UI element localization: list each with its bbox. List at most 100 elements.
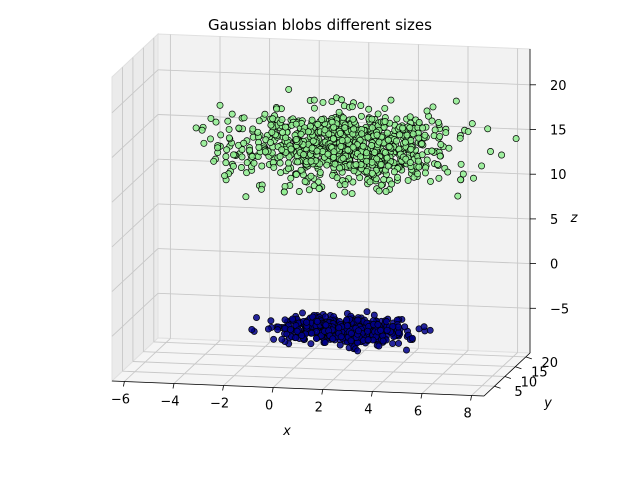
x-tick-mark (271, 387, 274, 393)
data-point (457, 176, 465, 184)
data-point (381, 118, 389, 125)
data-point (267, 121, 275, 129)
data-point (339, 114, 347, 122)
data-point (315, 184, 323, 192)
data-point (255, 117, 263, 125)
y-tick-mark (494, 385, 501, 389)
data-point (404, 176, 412, 184)
data-point (375, 342, 383, 350)
data-point (498, 151, 506, 159)
y-tick-label: 10 (521, 376, 538, 391)
data-point (468, 120, 476, 128)
data-point (406, 124, 414, 132)
data-point (323, 161, 331, 169)
data-point (192, 124, 200, 132)
data-point (375, 187, 383, 195)
data-point (363, 157, 371, 165)
data-point (276, 153, 284, 160)
data-point (368, 142, 376, 149)
data-point (333, 174, 341, 182)
data-point (373, 155, 381, 163)
y-axis-label: y (543, 396, 552, 411)
data-point (228, 110, 236, 118)
data-point (297, 130, 305, 138)
y-tick-mark (515, 366, 522, 370)
data-point (337, 142, 345, 150)
data-point (298, 332, 306, 339)
x-tick-label: −2 (210, 397, 229, 412)
data-point (292, 171, 300, 178)
grid-line-z (111, 203, 159, 248)
data-point (388, 180, 396, 188)
data-point (230, 151, 237, 159)
data-point (350, 125, 358, 133)
data-point (287, 174, 295, 182)
data-point (464, 128, 472, 136)
series-1 (192, 85, 520, 201)
data-point (348, 103, 356, 111)
data-point (198, 126, 206, 134)
data-point (341, 181, 349, 188)
data-point (402, 155, 410, 163)
data-point (359, 142, 367, 150)
data-point (406, 159, 414, 166)
data-point (335, 108, 343, 116)
data-point (418, 151, 426, 159)
data-point (383, 129, 391, 137)
grid-line-y (143, 351, 516, 368)
data-point (409, 130, 417, 138)
data-point (339, 154, 347, 162)
x-tick-mark (470, 395, 472, 401)
x-tick-mark (123, 381, 125, 387)
data-point (224, 117, 232, 125)
data-point (313, 147, 321, 155)
data-point (287, 326, 294, 334)
data-point (357, 102, 365, 109)
data-point (254, 128, 262, 136)
data-point (385, 143, 393, 151)
grid-line-z (111, 248, 159, 292)
data-point (222, 159, 230, 167)
data-point (292, 136, 300, 143)
data-point (344, 146, 352, 154)
data-point (374, 110, 382, 118)
data-point (415, 119, 423, 126)
data-point (382, 188, 390, 195)
data-point (300, 151, 308, 159)
x-tick-mark (420, 393, 423, 399)
data-point (420, 323, 428, 331)
y-tick-label: 5 (514, 385, 522, 400)
data-point (380, 176, 388, 184)
data-point (307, 172, 315, 180)
data-point (389, 340, 397, 347)
data-point (408, 334, 416, 342)
data-point (364, 133, 372, 141)
data-point (370, 311, 378, 319)
data-point (318, 116, 326, 123)
data-point (285, 159, 292, 167)
data-point (336, 164, 344, 172)
data-point (436, 152, 444, 160)
data-point (383, 318, 390, 325)
data-point (258, 162, 266, 170)
grid-line-z (111, 114, 159, 158)
data-point (264, 325, 272, 333)
data-point (279, 128, 287, 136)
data-point (512, 135, 520, 143)
data-point (214, 144, 222, 152)
data-point (383, 326, 391, 334)
data-point (281, 182, 289, 190)
y-tick-mark (504, 376, 512, 379)
data-point (457, 160, 465, 168)
data-point (223, 146, 231, 154)
y-axis-line (483, 352, 531, 397)
grid-line-z (157, 248, 531, 265)
grid-line-z (157, 203, 531, 220)
data-point (338, 137, 346, 144)
data-point (452, 97, 460, 105)
scatter-points (192, 85, 520, 355)
z-tick-label: 10 (550, 168, 567, 183)
data-point (294, 158, 302, 166)
data-point (278, 146, 286, 154)
